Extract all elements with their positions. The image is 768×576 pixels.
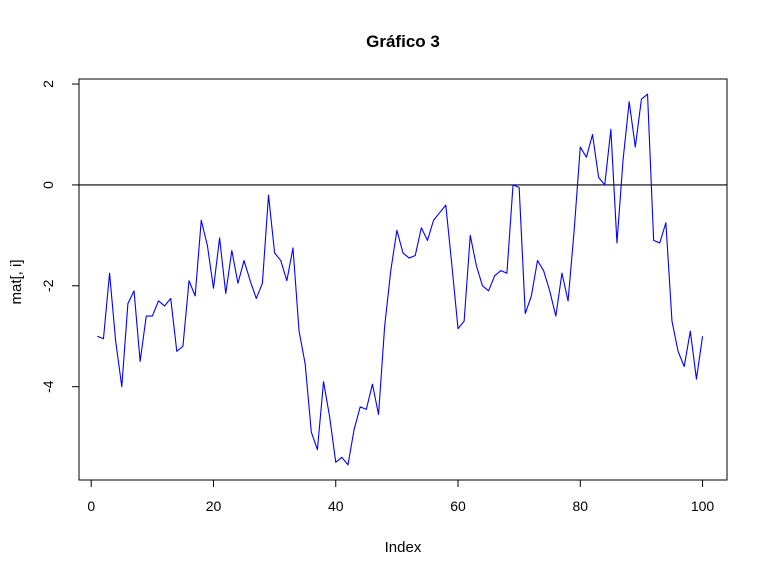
y-axis: -4 -2 0 2: [40, 80, 80, 393]
x-axis-label: Index: [385, 539, 422, 556]
x-tick-label: 80: [572, 498, 588, 514]
y-tick-label: 2: [40, 80, 56, 88]
series-layer: [97, 93, 704, 466]
series-line-0: [97, 93, 704, 466]
chart-title: Gráfico 3: [366, 32, 440, 51]
plot-frame: [78, 78, 728, 481]
x-tick-label: 40: [328, 498, 344, 514]
y-tick-label: -2: [40, 279, 56, 292]
x-axis: 0 20 40 60 80 100: [87, 479, 715, 514]
x-tick-label: 20: [206, 498, 222, 514]
x-tick-label: 60: [450, 498, 466, 514]
x-tick-label: 100: [691, 498, 715, 514]
y-tick-label: 0: [40, 181, 56, 189]
y-tick-label: -4: [40, 380, 56, 393]
y-axis-label: mat[, i]: [8, 259, 25, 304]
x-tick-label: 0: [87, 498, 95, 514]
